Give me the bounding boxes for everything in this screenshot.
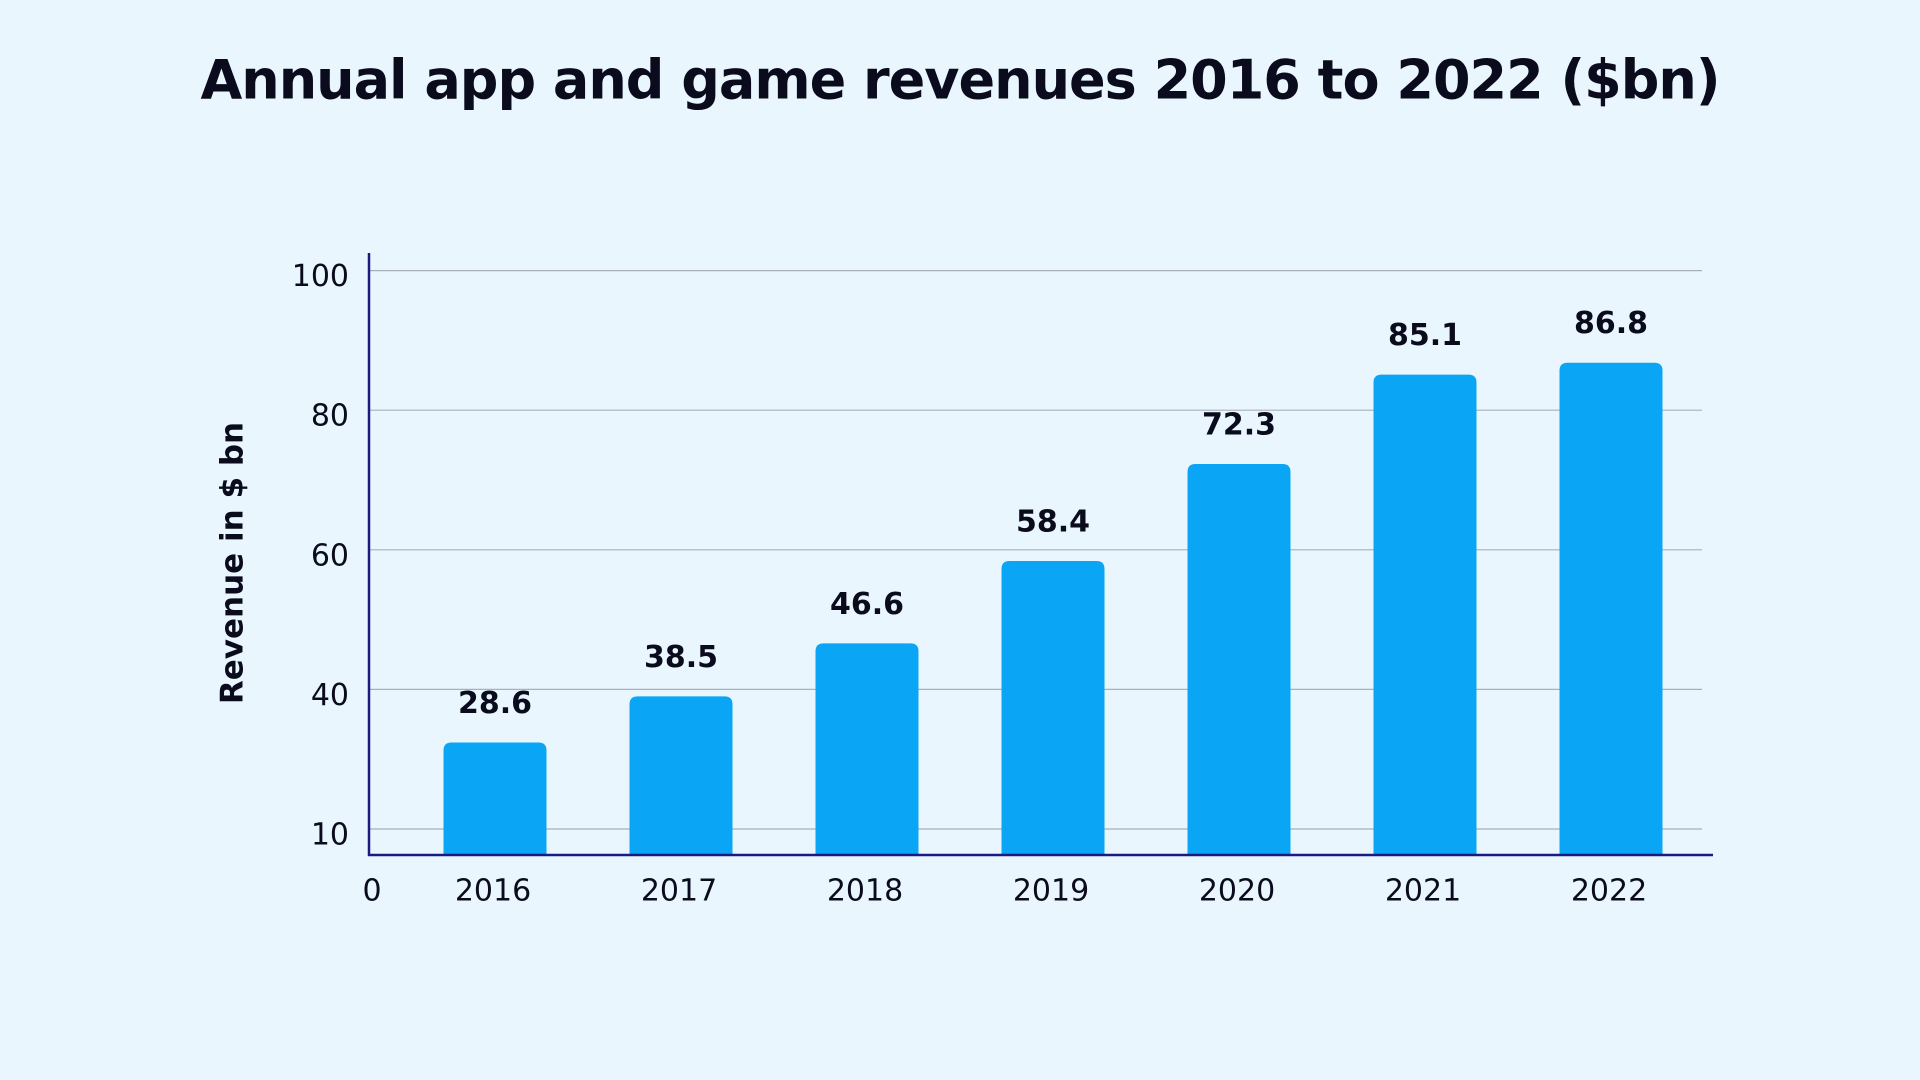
value-label: 28.6 (458, 686, 532, 721)
y-tick-label: 40 (311, 678, 349, 713)
y-axis-label: Revenue in $ bn (215, 422, 251, 704)
x-tick-label: 2018 (827, 874, 903, 909)
y-tick-label: 100 (292, 259, 349, 294)
x-tick-label: 2017 (641, 874, 717, 909)
value-label: 46.6 (830, 587, 904, 622)
y-tick-label: 80 (311, 399, 349, 434)
value-label: 38.5 (644, 640, 718, 675)
y-tick-label: 10 (311, 818, 349, 853)
bar (1373, 374, 1477, 855)
bar (1001, 560, 1105, 855)
y-tick-label: 60 (311, 538, 349, 573)
x-tick-label: 2022 (1571, 874, 1647, 909)
x-tick-label: 2019 (1013, 874, 1089, 909)
x-tick-label: 2020 (1199, 874, 1275, 909)
bar (443, 742, 547, 855)
x-tick-label: 2016 (455, 874, 531, 909)
value-label: 58.4 (1016, 504, 1090, 539)
value-label: 86.8 (1574, 306, 1648, 341)
bar (1559, 362, 1663, 855)
x-tick-label: 2021 (1385, 874, 1461, 909)
bar (629, 696, 733, 855)
value-label: 72.3 (1202, 407, 1276, 442)
value-label: 85.1 (1388, 318, 1462, 353)
bar (1187, 463, 1291, 855)
bar (815, 643, 919, 855)
chart-title: Annual app and game revenues 2016 to 202… (201, 49, 1720, 112)
y-tick-label: 0 (362, 874, 381, 909)
